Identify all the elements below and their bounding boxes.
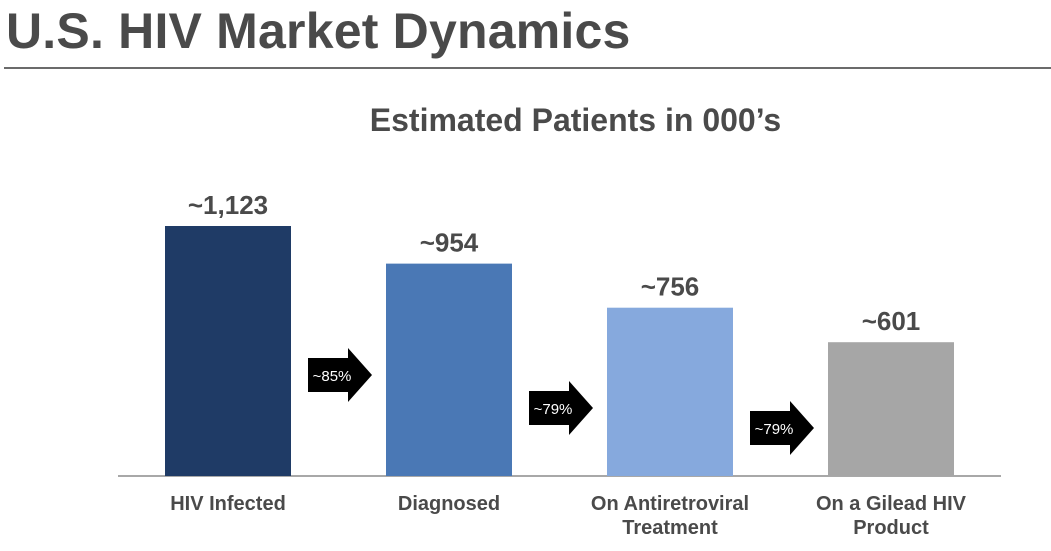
page-title: U.S. HIV Market Dynamics xyxy=(6,3,631,59)
category-label-3-line-2: Treatment xyxy=(622,517,718,539)
bar-3 xyxy=(607,307,733,476)
category-label-3-line-1: On Antiretroviral xyxy=(591,493,749,515)
bar-4 xyxy=(828,342,954,476)
category-label-2: Diagnosed xyxy=(398,493,500,515)
conversion-rate-label-2: ~79% xyxy=(534,401,573,418)
data-label-4: ~601 xyxy=(862,306,921,336)
conversion-arrow-1 xyxy=(308,348,372,402)
title-divider xyxy=(4,67,1051,69)
chart-title: Estimated Patients in 000’s xyxy=(369,102,782,138)
category-label-4-line-2: Product xyxy=(853,517,929,539)
bar-2 xyxy=(386,263,512,476)
data-label-1: ~1,123 xyxy=(188,190,268,220)
category-label-1: HIV Infected xyxy=(170,493,286,515)
data-label-2: ~954 xyxy=(420,228,479,258)
conversion-rate-label-3: ~79% xyxy=(755,421,794,438)
category-label-4-line-1: On a Gilead HIV xyxy=(816,493,967,515)
data-label-3: ~756 xyxy=(641,272,700,302)
bar-1 xyxy=(165,226,291,476)
conversion-rate-label-1: ~85% xyxy=(313,368,352,385)
conversion-arrow-3 xyxy=(750,401,814,455)
conversion-arrow-2 xyxy=(529,381,593,435)
